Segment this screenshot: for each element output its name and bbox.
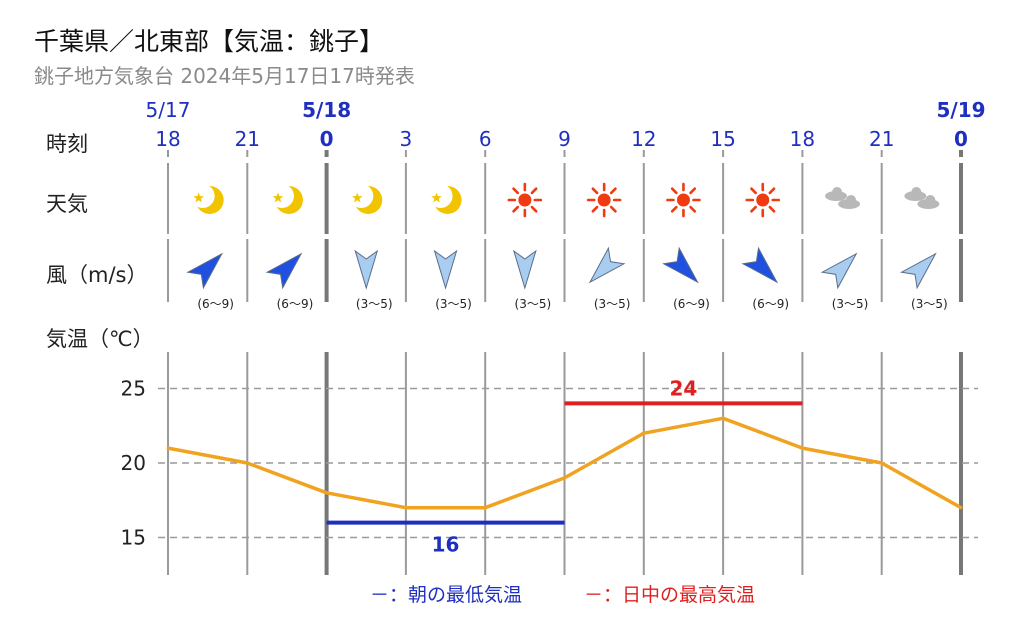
sun-icon — [745, 182, 781, 218]
wind-arrow-weak-icon — [433, 249, 458, 290]
hour-label: 0 — [320, 127, 334, 151]
wind-speed-label: (3～5) — [356, 297, 393, 311]
date-label: 5/19 — [936, 98, 985, 122]
temperature-point — [325, 491, 329, 495]
wind-arrow-weak-icon — [820, 252, 858, 290]
hour-label: 18 — [790, 127, 815, 151]
min-temperature-label: 16 — [432, 533, 460, 557]
weather-row-label: 天気 — [46, 192, 88, 216]
wind-speed-label: (6～9) — [197, 297, 234, 311]
temperature-point — [166, 446, 170, 450]
temperature-point — [483, 506, 487, 510]
temperature-point — [800, 446, 804, 450]
legend-max-temperature: －：日中の最高気温 — [584, 584, 755, 606]
date-label: 5/17 — [146, 98, 191, 122]
crescent-moon-icon — [269, 184, 303, 214]
legend-min-temperature: －：朝の最低気温 — [370, 584, 522, 606]
sun-icon — [507, 182, 543, 218]
wind-row-label: 風（m/s） — [46, 263, 148, 287]
wind-arrow-strong-icon — [265, 252, 303, 290]
crescent-moon-icon — [428, 184, 462, 214]
wind-arrow-strong-icon — [662, 246, 699, 284]
temperature-point — [880, 461, 884, 465]
hour-label: 12 — [631, 127, 656, 151]
wind-arrow-weak-icon — [588, 246, 626, 284]
wind-arrow-strong-icon — [186, 252, 224, 290]
hour-label: 9 — [558, 127, 571, 151]
wind-arrow-weak-icon — [354, 249, 379, 290]
hour-label: 0 — [954, 127, 968, 151]
hour-label: 15 — [710, 127, 735, 151]
max-temperature-label: 24 — [670, 376, 698, 400]
wind-speed-label: (3～5) — [911, 297, 948, 311]
hour-label: 21 — [869, 127, 894, 151]
crescent-moon-icon — [349, 184, 383, 214]
sun-icon — [666, 182, 701, 218]
date-label: 5/18 — [302, 98, 351, 122]
hour-label: 18 — [155, 127, 180, 151]
wind-arrow-strong-icon — [741, 246, 779, 284]
wind-speed-label: (3～5) — [515, 297, 552, 311]
temperature-point — [563, 476, 566, 480]
hour-label: 6 — [479, 127, 492, 151]
temperature-point — [642, 431, 646, 435]
temperature-row-label: 気温（℃） — [46, 327, 154, 351]
y-tick-label: 15 — [121, 526, 146, 550]
wind-speed-label: (6～9) — [673, 297, 710, 311]
temperature-point — [245, 461, 249, 465]
temperature-point — [721, 416, 725, 420]
temperature-point — [404, 506, 408, 510]
wind-speed-label: (6～9) — [752, 297, 789, 311]
wind-speed-label: (3～5) — [832, 297, 869, 311]
wind-speed-label: (3～5) — [594, 297, 631, 311]
sun-icon — [586, 182, 622, 218]
wind-speed-label: (6～9) — [277, 297, 314, 311]
wind-speed-label: (3～5) — [435, 297, 472, 311]
hour-label: 21 — [235, 127, 260, 151]
y-tick-label: 25 — [121, 377, 146, 401]
cloud-icon — [825, 187, 861, 209]
crescent-moon-icon — [190, 184, 224, 214]
y-tick-label: 20 — [121, 451, 146, 475]
wind-arrow-weak-icon — [900, 252, 937, 290]
hour-label: 3 — [400, 127, 413, 151]
cloud-icon — [904, 187, 940, 209]
page-subtitle: 銚子地方気象台 2024年5月17日17時発表 — [34, 64, 415, 88]
page-title: 千葉県／北東部【気温：銚子】 — [34, 27, 385, 56]
temperature-point — [959, 506, 963, 510]
time-row-label: 時刻 — [46, 132, 88, 156]
wind-arrow-weak-icon — [512, 249, 537, 290]
